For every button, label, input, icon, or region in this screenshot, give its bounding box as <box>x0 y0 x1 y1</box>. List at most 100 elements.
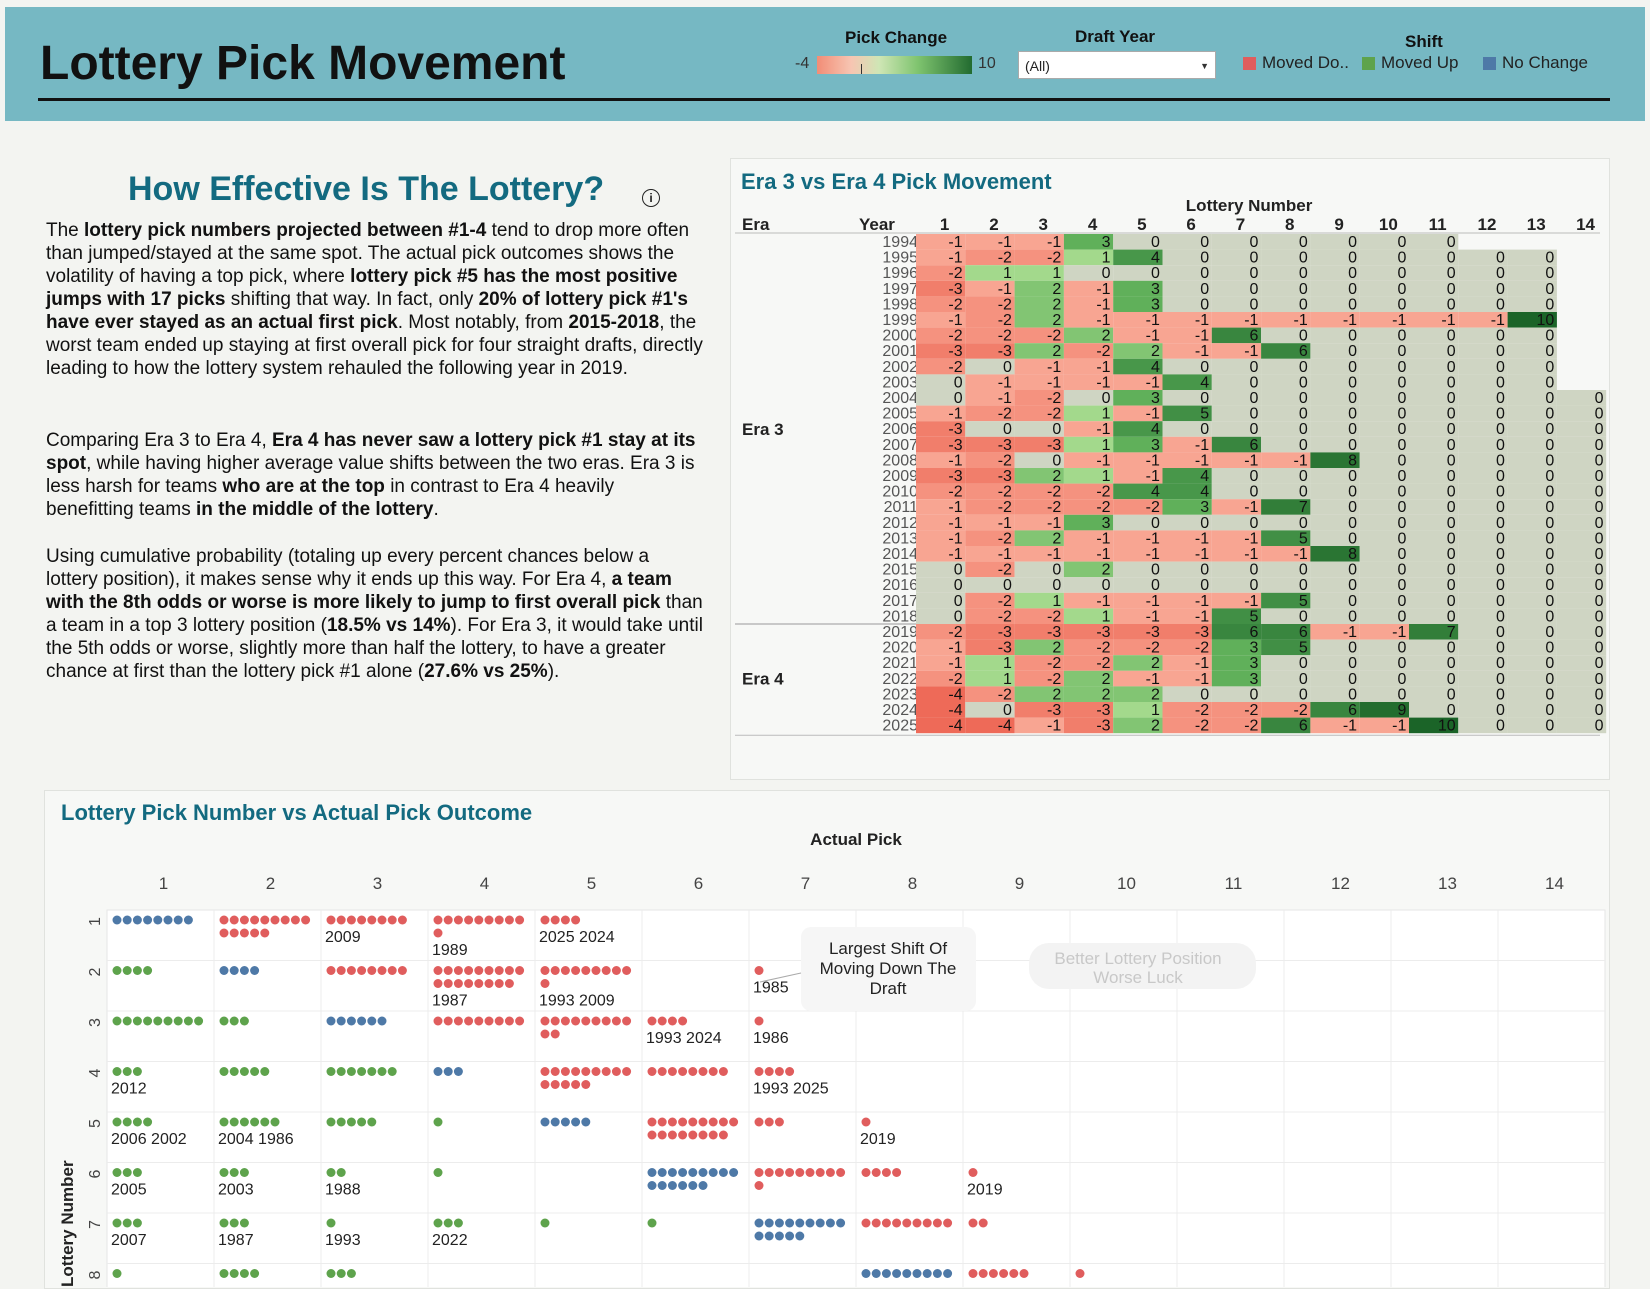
heatmap-cell <box>1507 452 1557 468</box>
pick-dot <box>163 1016 173 1026</box>
heatmap-cell <box>1359 249 1409 266</box>
pick-dot <box>112 915 122 925</box>
heatmap-cell-value: -1 <box>1244 499 1258 516</box>
heatmap-cell-value: -2 <box>1096 343 1110 360</box>
heatmap-cell-value: -1 <box>948 499 962 516</box>
pick-dot <box>795 1218 805 1228</box>
heatmap-cell-value: -3 <box>998 640 1012 657</box>
heatmap-cell-value: 0 <box>1447 608 1456 625</box>
heatmap-cell <box>1113 421 1163 437</box>
heatmap-cell-value: 2 <box>1151 718 1160 735</box>
heatmap-column-label: 5 <box>1137 215 1146 234</box>
heatmap-cell-value: -3 <box>998 468 1012 485</box>
pick-dot <box>540 1080 550 1089</box>
heatmap-cell <box>965 374 1015 390</box>
pick-dot <box>571 1080 581 1089</box>
heatmap-cell <box>965 561 1015 578</box>
heatmap-cell-value: -1 <box>998 515 1012 532</box>
legend-swatch-blue <box>1483 56 1496 70</box>
heatmap-cell-value: 0 <box>1595 686 1604 703</box>
intro-highlight: 18.5% vs 14% <box>326 615 451 636</box>
heatmap-cell <box>1359 592 1409 609</box>
pick-change-slider[interactable] <box>817 56 972 74</box>
heatmap-cell <box>1261 327 1311 344</box>
heatmap-cell <box>1409 296 1459 312</box>
heatmap-cell-value: -2 <box>998 312 1012 329</box>
heatmap-cell-value: 0 <box>1397 655 1406 672</box>
heatmap-cell-value: 0 <box>1250 296 1259 313</box>
heatmap-cell-value: -2 <box>998 484 1012 501</box>
heatmap-cell <box>1162 265 1212 281</box>
dot-year-label: 1988 <box>325 1182 361 1199</box>
heatmap-cell-value: 0 <box>1102 265 1111 282</box>
chevron-down-icon[interactable]: ▼ <box>1200 61 1209 71</box>
pick-dot <box>229 1067 239 1076</box>
pick-dot <box>601 1067 611 1076</box>
heatmap-cell <box>1556 436 1607 453</box>
heatmap-cell-value: 3 <box>1250 655 1259 672</box>
heatmap-cell <box>1310 327 1360 344</box>
heatmap-column-label: 14 <box>1576 215 1595 234</box>
legend-no-change[interactable]: No Change <box>1483 53 1588 73</box>
pick-dot <box>978 1218 988 1228</box>
pick-dot <box>861 1117 871 1127</box>
heatmap-cell-value: -2 <box>1294 702 1308 719</box>
legend-moved-down[interactable]: Moved Do.. <box>1243 53 1349 73</box>
heatmap-cell-value: 0 <box>1545 437 1554 454</box>
heatmap-cell-value: 0 <box>1397 671 1406 688</box>
draft-year-select[interactable]: (All) ▼ <box>1018 51 1216 79</box>
heatmap-cell-value: 0 <box>1250 577 1259 594</box>
heatmap-cell-value: -2 <box>998 296 1012 313</box>
pick-dot <box>377 966 387 975</box>
heatmap-cell-value: 0 <box>1496 530 1505 547</box>
heatmap-cell-value: -1 <box>1392 624 1406 641</box>
heatmap-cell-value: 0 <box>1250 390 1259 407</box>
heatmap-cell-value: 0 <box>1397 296 1406 313</box>
heatmap-cell <box>1409 608 1459 624</box>
heatmap-cell <box>1458 421 1508 437</box>
intro-highlight: in the middle of the lottery <box>195 499 434 520</box>
pick-dot <box>550 1029 560 1039</box>
heatmap-cell-value: -2 <box>1096 484 1110 501</box>
heatmap-cell <box>1310 405 1360 422</box>
info-icon[interactable]: i <box>642 189 660 207</box>
pick-dot <box>881 1168 891 1177</box>
heatmap-cell-value: 2 <box>1052 640 1061 657</box>
heatmap-cell-value: -3 <box>998 437 1012 454</box>
pick-dot <box>367 966 377 975</box>
heatmap-cell <box>1359 530 1409 546</box>
heatmap-cell <box>965 639 1015 656</box>
heatmap-cell <box>1261 374 1311 390</box>
heatmap-cell <box>1063 421 1114 437</box>
heatmap-cell-value: 1 <box>1151 702 1160 719</box>
pick-dot <box>581 1067 591 1076</box>
intro-text: Comparing Era 3 to Era 4, <box>46 430 272 451</box>
heatmap-cell-value: 3 <box>1151 296 1160 313</box>
pick-dot <box>667 1067 677 1076</box>
legend-swatch-green <box>1362 56 1375 70</box>
heatmap-column-label: 8 <box>1285 215 1294 234</box>
heatmap-cell-value: 0 <box>1200 390 1209 407</box>
heatmap-cell <box>1211 343 1262 359</box>
heatmap-cell-value: 0 <box>1299 484 1308 501</box>
heatmap-cell <box>1063 468 1114 484</box>
heatmap-cell-value: 0 <box>1595 577 1604 594</box>
heatmap-cell <box>965 624 1015 640</box>
heatmap-cell <box>1063 343 1114 359</box>
heatmap-cell <box>1409 717 1459 734</box>
heatmap-cell <box>916 592 966 609</box>
heatmap-cell <box>1359 296 1409 312</box>
heatmap-cell <box>1113 280 1163 297</box>
heatmap-cell-value: 0 <box>1545 296 1554 313</box>
intro-text: , the worst team ended up staying at fir… <box>46 312 703 379</box>
pick-dot <box>219 1269 229 1278</box>
pick-dot <box>560 1067 570 1076</box>
heatmap-cell <box>1063 499 1114 515</box>
legend-moved-up[interactable]: Moved Up <box>1362 53 1458 73</box>
heatmap-cell-value: 2 <box>1151 686 1160 703</box>
pick-dot <box>515 915 525 925</box>
heatmap-cell <box>1211 577 1262 593</box>
heatmap-cell-value: 0 <box>1447 499 1456 516</box>
heatmap-year-label: 1996 <box>882 265 918 282</box>
